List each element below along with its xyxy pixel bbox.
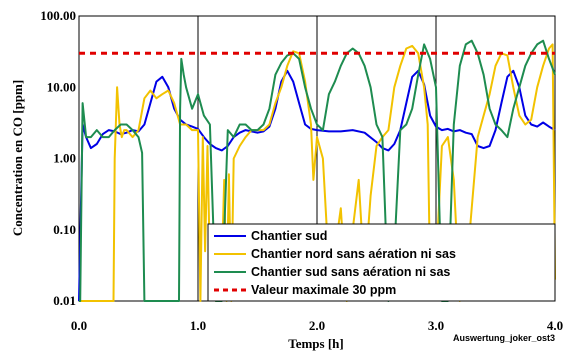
credit-label: Auswertung_joker_ost3: [453, 333, 555, 343]
legend-label: Valeur maximale 30 ppm: [251, 283, 396, 297]
legend-label: Chantier nord sans aération ni sas: [251, 247, 456, 261]
series-line-3: [79, 39, 556, 302]
legend-label: Chantier sud sans aération ni sas: [251, 265, 450, 279]
x-tick-labels: 0.0 1.0 2.0 3.0 4.0: [71, 318, 563, 333]
legend-label: Chantier sud: [251, 229, 327, 243]
x-tick-label: 2.0: [309, 318, 325, 333]
legend-box: [207, 223, 556, 302]
x-tick-label: 0.0: [71, 318, 87, 333]
y-tick-label: 1.00: [53, 151, 76, 166]
y-tick-label: 10.00: [47, 79, 76, 94]
x-tick-label: 3.0: [428, 318, 444, 333]
x-axis-title: Temps [h]: [288, 336, 344, 351]
y-tick-label: 0.01: [53, 293, 76, 308]
y-tick-labels: 0.01 0.10 1.00 10.00 100.00: [40, 8, 76, 308]
series-line-1: [78, 69, 556, 302]
x-tick-label: 1.0: [190, 318, 206, 333]
y-tick-label: 0.10: [53, 222, 76, 237]
y-axis-title: Concentration en CO [ppm]: [10, 80, 25, 236]
x-tick-label: 4.0: [547, 318, 563, 333]
y-tick-label: 100.00: [40, 8, 76, 23]
legend: Chantier sud Chantier nord sans aération …: [207, 223, 556, 302]
